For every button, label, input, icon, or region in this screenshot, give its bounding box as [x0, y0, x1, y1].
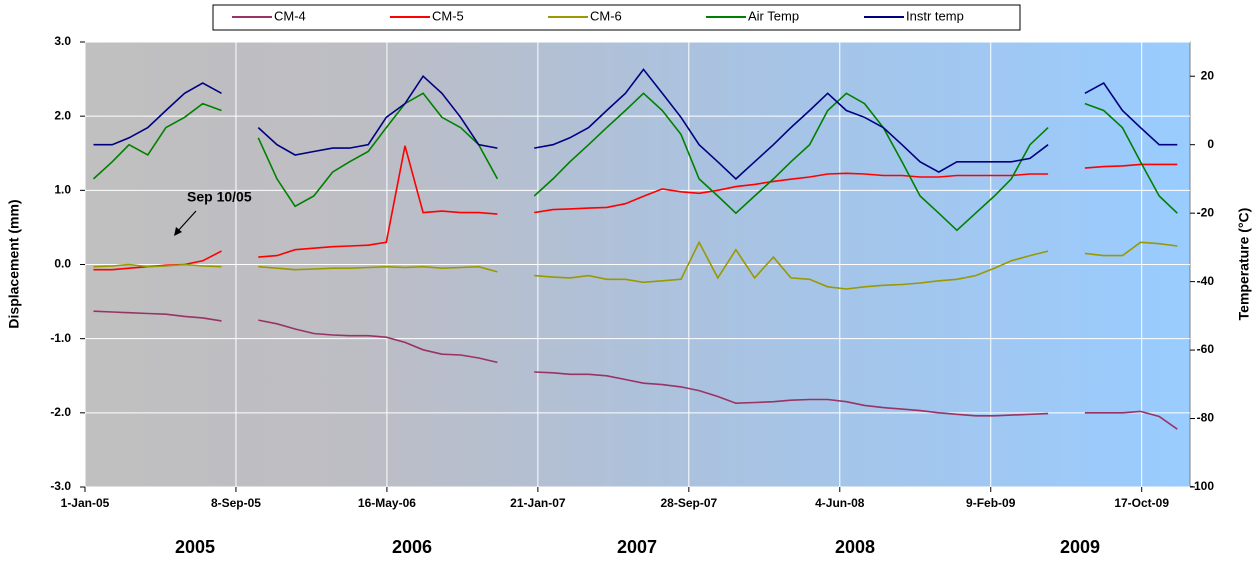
x-tick-label: 28-Sep-07 [660, 496, 717, 510]
x-tick-label: 4-Jun-08 [815, 496, 865, 510]
legend-label: CM-4 [274, 8, 306, 23]
x-tick-label: 9-Feb-09 [966, 496, 1016, 510]
period-label: 2005 [175, 537, 215, 557]
x-tick-label: 1-Jan-05 [61, 496, 110, 510]
y2-tick-label: -20 [1197, 205, 1215, 219]
annotation: Sep 10/05 [187, 189, 252, 205]
y2-tick-label: -40 [1197, 274, 1215, 288]
period-label: 2006 [392, 537, 432, 557]
series-line [93, 310, 1178, 430]
y-tick-label: -2.0 [50, 405, 71, 419]
y2-axis-title: Temperature (°C) [1236, 208, 1252, 321]
y2-tick-label: -100 [1190, 479, 1214, 493]
period-label: 2007 [617, 537, 657, 557]
annotation-arrow [176, 210, 197, 233]
y2-tick-label: 20 [1201, 68, 1215, 82]
y-axis-title: Displacement (mm) [6, 199, 22, 328]
legend-label: CM-6 [590, 8, 622, 23]
legend-label: CM-5 [432, 8, 464, 23]
x-tick-label: 21-Jan-07 [510, 496, 566, 510]
y-tick-label: 0.0 [54, 257, 71, 271]
y-tick-label: 2.0 [54, 108, 71, 122]
y2-tick-label: -60 [1197, 342, 1215, 356]
x-tick-label: 8-Sep-05 [211, 496, 261, 510]
series-line [92, 92, 1178, 232]
y2-tick-label: 0 [1207, 137, 1214, 151]
series-line [93, 240, 1178, 290]
y-tick-label: 3.0 [54, 34, 71, 48]
y-tick-label: 1.0 [54, 183, 71, 197]
period-label: 2008 [835, 537, 875, 557]
y-tick-label: -1.0 [50, 331, 71, 345]
x-tick-label: 17-Oct-09 [1114, 496, 1169, 510]
y-tick-label: -3.0 [50, 479, 71, 493]
series-line [93, 68, 1178, 180]
arrow-head [174, 227, 182, 236]
x-tick-label: 16-May-06 [358, 496, 416, 510]
y2-tick-label: -80 [1197, 411, 1215, 425]
legend-label: Instr temp [906, 8, 964, 23]
legend-label: Air Temp [748, 8, 799, 23]
period-label: 2009 [1060, 537, 1100, 557]
